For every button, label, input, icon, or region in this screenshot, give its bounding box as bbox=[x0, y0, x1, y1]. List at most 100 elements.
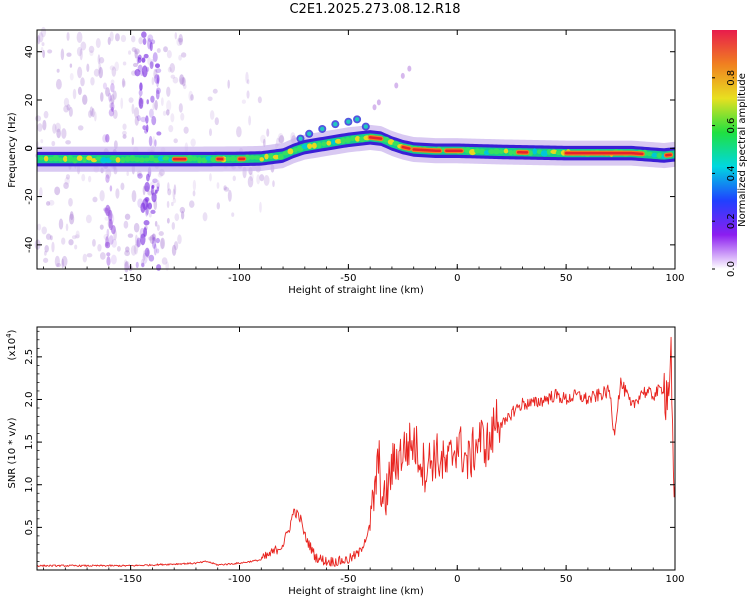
spectrogram-speckle bbox=[100, 92, 104, 102]
spectrogram-speckle bbox=[88, 175, 92, 183]
spectrogram-speckle bbox=[68, 106, 73, 117]
spectrogram-speckle bbox=[278, 135, 285, 144]
spectrogram-speckle bbox=[74, 244, 78, 250]
spectrogram-speckle bbox=[89, 50, 94, 57]
spectrogram-speckle bbox=[131, 47, 137, 53]
spectrogram-speckle bbox=[55, 78, 62, 90]
spectrogram-speckle bbox=[54, 186, 61, 196]
spectrogram-speckle bbox=[127, 233, 134, 238]
spectrogram-speckle bbox=[109, 185, 113, 192]
spectrogram-speckle bbox=[111, 238, 117, 248]
spectrogram-speckle bbox=[148, 254, 155, 262]
spectrogram-speckle bbox=[178, 37, 183, 43]
spectrogram-speckle bbox=[168, 124, 174, 133]
spectrogram-speckle bbox=[156, 264, 162, 271]
spectrogram-speckle bbox=[37, 35, 41, 45]
ridge-blob bbox=[282, 151, 289, 156]
spectrogram-speckle bbox=[165, 109, 170, 116]
spectrogram-speckle bbox=[108, 92, 112, 102]
spectrogram-x-tick-label: 50 bbox=[560, 273, 573, 284]
ridge-blob bbox=[493, 148, 500, 155]
spectrogram-speckle bbox=[188, 90, 193, 102]
ridge-blob bbox=[292, 147, 298, 153]
spectrogram-speckle bbox=[116, 246, 121, 252]
spectrogram-speckle bbox=[259, 174, 265, 182]
spectrogram-speckle bbox=[170, 74, 176, 79]
spectrogram-speckle bbox=[140, 258, 145, 267]
spectrogram-speckle bbox=[266, 128, 270, 137]
spectrogram-speckle bbox=[148, 135, 153, 147]
ridge-blob bbox=[71, 157, 78, 164]
spectrogram-speckle bbox=[153, 68, 158, 79]
spectrogram-speckle bbox=[69, 63, 73, 68]
spectrogram-speckle bbox=[65, 174, 71, 180]
spectrogram-speckle bbox=[174, 213, 180, 222]
spectrogram-speckle bbox=[167, 182, 170, 192]
snr-scale-note: (x104) bbox=[5, 329, 18, 360]
spectrogram-speckle bbox=[37, 123, 43, 132]
spectrogram-speckle bbox=[145, 196, 149, 207]
spectrogram-speckle bbox=[159, 238, 165, 250]
spectrogram-speckle bbox=[190, 138, 196, 147]
spectrogram-speckle bbox=[130, 35, 136, 43]
spectrogram-speckle bbox=[43, 257, 49, 263]
spectrogram-speckle bbox=[102, 82, 108, 90]
spectrogram-speckle bbox=[108, 108, 115, 117]
ridge-blob bbox=[546, 149, 552, 155]
ridge-blob bbox=[354, 135, 361, 142]
spectrogram-speckle bbox=[98, 66, 103, 79]
spectrogram-speckle bbox=[179, 74, 185, 85]
spectrogram-speckle bbox=[111, 66, 117, 77]
spectrogram-speckle bbox=[42, 119, 47, 131]
spectrogram-speckle bbox=[192, 179, 197, 191]
spectrogram-speckle bbox=[169, 63, 176, 73]
colorbar-tick-label: 0.0 bbox=[726, 261, 737, 277]
colorbar-tick-label: 0.8 bbox=[726, 70, 737, 86]
spectrogram-speckle bbox=[52, 123, 57, 134]
ridge-blob bbox=[287, 148, 294, 155]
ridge-blob bbox=[229, 155, 237, 162]
spectrogram-speckle bbox=[158, 231, 164, 236]
spectrogram-x-tick-label: -50 bbox=[340, 273, 356, 284]
snr-x-ticks: -150 -100 -50 0 50 100 bbox=[43, 327, 685, 585]
spectrogram-speckle bbox=[82, 253, 87, 263]
spectrogram-speckle bbox=[114, 61, 120, 72]
spectrogram-speckle bbox=[231, 212, 235, 217]
spectrogram-speckle bbox=[98, 62, 102, 74]
spectrogram-speckle bbox=[156, 248, 160, 254]
spectrogram-speckle bbox=[120, 97, 124, 110]
spectrogram-speckle bbox=[151, 237, 157, 249]
spectrogram-speckle bbox=[134, 48, 140, 55]
ridge-hot-core bbox=[401, 145, 411, 150]
spectrogram-speckle bbox=[61, 128, 67, 139]
ridge-blob bbox=[301, 144, 309, 150]
spectrogram-speckle bbox=[145, 115, 149, 124]
lobe-blob-core bbox=[363, 124, 368, 129]
spectrogram-speckle bbox=[37, 223, 42, 231]
spectrogram-speckle bbox=[41, 226, 47, 235]
spectrogram-speckle bbox=[179, 77, 185, 85]
spectrogram-speckle bbox=[56, 68, 60, 73]
ridge-blob bbox=[350, 135, 356, 141]
spectrogram-speckle bbox=[166, 50, 172, 59]
spectrogram-speckle bbox=[82, 94, 88, 105]
spectrogram-speckle bbox=[105, 134, 110, 143]
spectrogram-speckle bbox=[156, 77, 159, 88]
snr-scale-prefix: (x10 bbox=[7, 338, 18, 361]
spectrogram-y-tick-label: 40 bbox=[24, 45, 35, 58]
snr-y-axis-title: SNR (10 * v/v) bbox=[7, 417, 18, 488]
spectrogram-speckle bbox=[112, 109, 118, 120]
spectrogram-speckle bbox=[209, 173, 212, 182]
spectrogram-speckle bbox=[66, 52, 72, 57]
spectrogram-speckle bbox=[166, 200, 170, 209]
snr-y-tick-label: 0.5 bbox=[24, 519, 35, 535]
spectrogram-speckle bbox=[72, 88, 77, 100]
spectrogram-speckle bbox=[216, 182, 220, 189]
spectrogram-speckle bbox=[272, 180, 275, 188]
spectrogram-speckle bbox=[105, 87, 110, 97]
spectrogram-speckle bbox=[106, 228, 110, 237]
spectrogram-speckle bbox=[171, 244, 177, 256]
spectrogram-speckle bbox=[75, 230, 80, 239]
spectrogram-speckle bbox=[245, 71, 249, 84]
spectrogram-speckle bbox=[154, 63, 160, 69]
